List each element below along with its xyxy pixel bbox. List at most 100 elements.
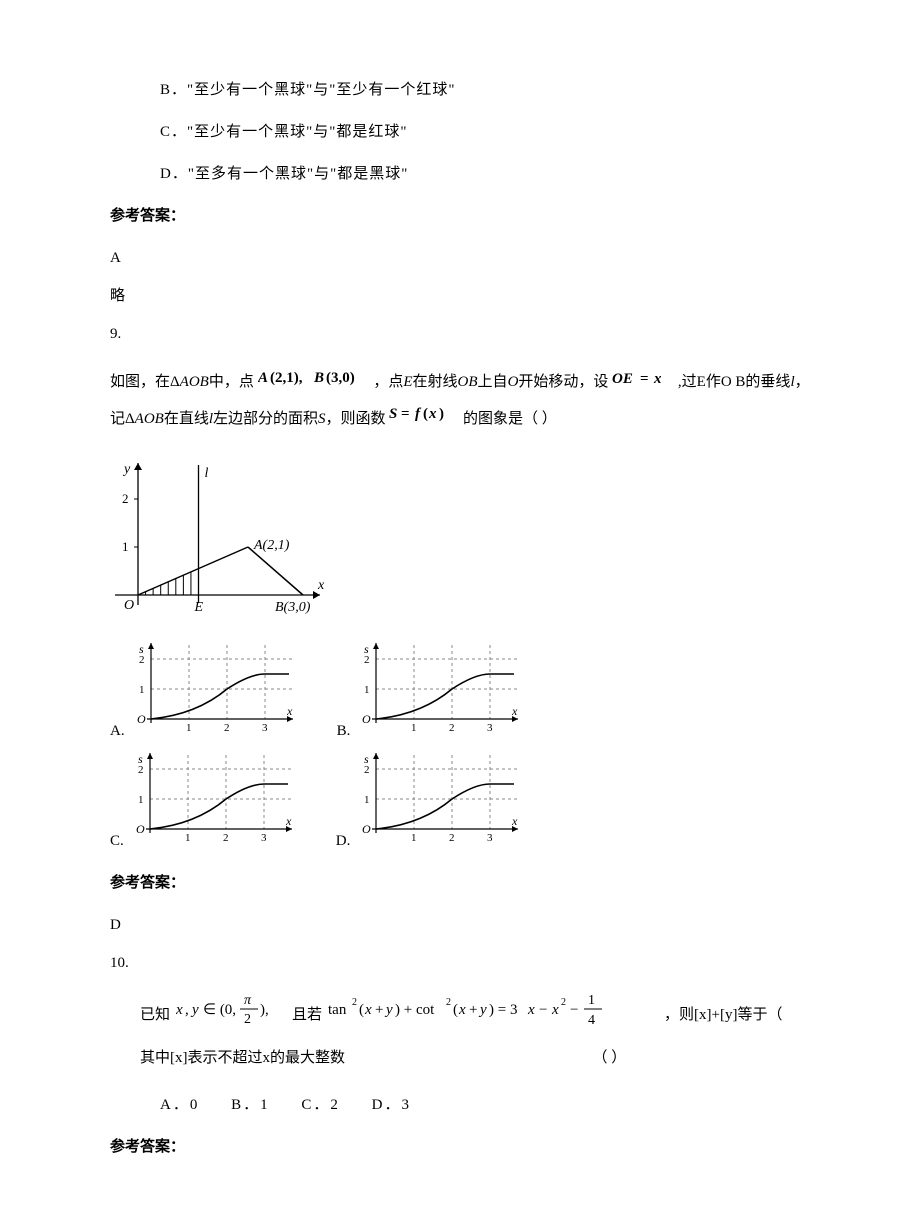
prev-answer: A bbox=[110, 246, 810, 270]
svg-text:3: 3 bbox=[487, 722, 493, 734]
oe-eq: OE = x bbox=[612, 365, 674, 401]
opt-c: C．2 bbox=[301, 1097, 340, 1113]
svg-text:x: x bbox=[317, 578, 325, 593]
svg-text:(2,1),: (2,1), bbox=[270, 370, 303, 386]
q10-options: A．0 B．1 C．2 D．3 bbox=[160, 1093, 810, 1117]
q9-geometry-diagram: 12OElA(2,1)B(3,0)yx bbox=[110, 455, 810, 633]
svg-text:2: 2 bbox=[446, 997, 451, 1008]
svg-text:2: 2 bbox=[122, 491, 129, 506]
svg-text:2: 2 bbox=[449, 722, 455, 734]
opt-b: B．1 bbox=[231, 1097, 270, 1113]
svg-text:1: 1 bbox=[139, 684, 145, 696]
svg-text:x: x bbox=[551, 1002, 559, 1018]
svg-text:,: , bbox=[185, 1002, 189, 1018]
svg-text:(: ( bbox=[453, 1002, 458, 1018]
q9-number: 9. bbox=[110, 322, 810, 346]
t: 已知 bbox=[140, 999, 170, 1032]
svg-text:x: x bbox=[285, 814, 292, 828]
svg-text:x: x bbox=[511, 814, 518, 828]
svg-text:OE: OE bbox=[612, 371, 633, 387]
svg-text:O: O bbox=[136, 822, 145, 836]
opt-c-label: C. bbox=[110, 829, 124, 853]
t: ,过E作O bbox=[678, 374, 732, 390]
svg-text:A: A bbox=[258, 370, 268, 386]
answer-heading: 参考答案： bbox=[110, 871, 810, 895]
graph-d: Osx12312 bbox=[354, 749, 524, 853]
opt-b-label: B. bbox=[337, 719, 351, 743]
svg-text:x: x bbox=[527, 1002, 535, 1018]
t: 在射线 bbox=[413, 374, 458, 390]
graph-a: Osx12312 bbox=[129, 639, 299, 743]
q10-equation: tan 2 ( x + y ) + cot 2 ( x + y ) = 3 x … bbox=[328, 989, 658, 1042]
t: 开始移动，设 bbox=[518, 374, 608, 390]
svg-text:(: ( bbox=[359, 1002, 364, 1018]
svg-text:2: 2 bbox=[224, 722, 230, 734]
svg-text:1: 1 bbox=[364, 794, 370, 806]
svg-text:f: f bbox=[415, 406, 422, 422]
svg-text:) = 3: ) = 3 bbox=[489, 1002, 517, 1018]
svg-text:+: + bbox=[469, 1002, 477, 1018]
t: AOB bbox=[135, 411, 164, 427]
svg-text:−: − bbox=[539, 1002, 547, 1018]
svg-text:1: 1 bbox=[364, 684, 370, 696]
svg-text:S: S bbox=[389, 406, 397, 422]
t: OB bbox=[458, 374, 478, 390]
svg-text:O: O bbox=[137, 712, 146, 726]
svg-text:x: x bbox=[511, 704, 518, 718]
q9-text: 如图，在ΔAOB中，点 A (2,1), B (3,0) ，点E在射线OB上自O… bbox=[110, 364, 810, 437]
svg-text:2: 2 bbox=[244, 1012, 251, 1027]
t: ，则[x]+[y]等于（ bbox=[664, 999, 782, 1032]
q9-graph-options: A. Osx12312 B. Osx12312 C. Osx12312 D. O… bbox=[110, 639, 810, 853]
svg-text:4: 4 bbox=[588, 1013, 595, 1028]
svg-text:3: 3 bbox=[261, 832, 267, 844]
t: （ ） bbox=[593, 1050, 627, 1066]
svg-text:2: 2 bbox=[449, 832, 455, 844]
t: E bbox=[403, 374, 412, 390]
svg-text:B: B bbox=[313, 370, 324, 386]
svg-text:1: 1 bbox=[411, 832, 417, 844]
svg-text:3: 3 bbox=[487, 832, 493, 844]
q10-number: 10. bbox=[110, 951, 810, 975]
q10-body: 已知 x , y ∈ (0, π 2 ), 且若 tan 2 ( x + y bbox=[140, 989, 810, 1075]
svg-text:=: = bbox=[401, 406, 410, 422]
svg-text:O: O bbox=[362, 822, 371, 836]
svg-text:3: 3 bbox=[262, 722, 268, 734]
svg-text:2: 2 bbox=[364, 654, 370, 666]
svg-text:y: y bbox=[122, 462, 131, 477]
t: S bbox=[318, 411, 326, 427]
t: 的图象是（ ） bbox=[463, 411, 557, 427]
svg-text:=: = bbox=[640, 371, 649, 387]
t: 中，点 bbox=[209, 374, 254, 390]
svg-text:O: O bbox=[362, 712, 371, 726]
sfx-formula: S = f ( x ) bbox=[389, 401, 459, 437]
svg-text:+: + bbox=[375, 1002, 383, 1018]
t: AOB bbox=[180, 374, 209, 390]
svg-text:l: l bbox=[205, 466, 209, 481]
t: 上自 bbox=[478, 374, 508, 390]
svg-text:2: 2 bbox=[352, 997, 357, 1008]
svg-text:),: ), bbox=[260, 1002, 269, 1018]
prev-option-b: B．"至少有一个黑球"与"至少有一个红球" bbox=[160, 78, 810, 102]
opt-d-label: D. bbox=[336, 829, 351, 853]
prev-brief: 略 bbox=[110, 284, 810, 308]
t: B的垂线 bbox=[735, 374, 790, 390]
svg-text:O: O bbox=[124, 598, 134, 613]
t: 左边部分的面积 bbox=[213, 411, 318, 427]
svg-text:π: π bbox=[244, 993, 252, 1008]
q9-answer: D bbox=[110, 913, 810, 937]
svg-text:x: x bbox=[286, 704, 293, 718]
svg-text:x: x bbox=[458, 1002, 466, 1018]
t: O bbox=[508, 374, 519, 390]
q10-domain: x , y ∈ (0, π 2 ), bbox=[176, 990, 286, 1041]
prev-option-c: C．"至少有一个黑球"与"都是红球" bbox=[160, 120, 810, 144]
points-formula: A (2,1), B (3,0) bbox=[258, 365, 370, 401]
svg-text:2: 2 bbox=[138, 764, 144, 776]
svg-text:x: x bbox=[653, 371, 662, 387]
svg-text:1: 1 bbox=[186, 722, 192, 734]
svg-text:tan: tan bbox=[328, 1002, 347, 1018]
graph-b: Osx12312 bbox=[354, 639, 524, 743]
svg-text:2: 2 bbox=[364, 764, 370, 776]
svg-text:x: x bbox=[176, 1002, 183, 1018]
svg-text:y: y bbox=[384, 1002, 393, 1018]
svg-text:2: 2 bbox=[223, 832, 229, 844]
